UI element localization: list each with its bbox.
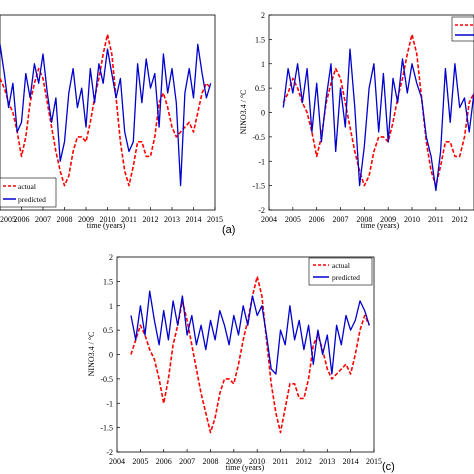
panel-c-y-tick-label: 0.5	[103, 326, 113, 335]
panel-b-y-tick-label: -0.5	[252, 133, 265, 142]
panel-c-y-tick-label: 1	[109, 302, 113, 311]
panel-c-x-tick-label: 2009	[226, 457, 242, 466]
panel-c-x-axis-label: time (years)	[226, 463, 265, 472]
panel-b-series	[282, 33, 474, 192]
panel-c-x-tick-label: 2010	[249, 457, 265, 466]
panel-a-legend-box	[0, 177, 57, 208]
panel-c-plot-frame	[116, 256, 375, 453]
panel-b-x-tick-label: 2009	[380, 215, 396, 224]
panel-b-x-tick-label: 2012	[452, 215, 468, 224]
panel-c-legend-actual: actual	[332, 261, 350, 270]
panel-c-x-tick-label: 2004	[109, 457, 125, 466]
panel-c-legend-box	[308, 257, 373, 286]
panel-b-x-tick-label: 2010	[404, 215, 420, 224]
panel-a-x-tick-label: 2007	[35, 215, 51, 224]
panel-b-x-tick-label: 2005	[285, 215, 301, 224]
panel-c-x-tick-label: 2014	[343, 457, 359, 466]
panel-b-y-tick-label: 0	[261, 109, 265, 118]
panel-a-x-tick-label: 2010	[100, 215, 116, 224]
panel-b-y-tick-label: 1	[261, 60, 265, 69]
panel-b-x-axis-label: time (years)	[361, 221, 400, 230]
panel-b-x-tick-label: 2008	[356, 215, 372, 224]
panel-a-legend: actual predicted	[0, 177, 57, 208]
panel-b-legend-box	[451, 16, 474, 42]
panel-c-x-tick-label: 2013	[319, 457, 335, 466]
panel-b-y-axis-label: NINO3.4 / °C	[239, 90, 248, 135]
panel-c-x-tick-label: 2007	[179, 457, 195, 466]
panel-c-predicted-line	[130, 290, 370, 375]
panel-a-actual-line	[0, 33, 212, 187]
panel-c-y-tick-label: 2	[109, 253, 113, 262]
panel-c-x-tick-label: 2015	[366, 457, 382, 466]
panel-c-y-tick-label: -1	[106, 399, 113, 408]
panel-b-y-tick-label: 2	[261, 11, 265, 20]
panel-a-x-tick-label: 2015	[207, 215, 223, 224]
panel-b-y-tick-label: -1.5	[252, 182, 265, 191]
panel-c-legend-predicted: predicted	[332, 273, 360, 282]
panel-b-x-tick-label: 2011	[428, 215, 444, 224]
panel-c-legend: actual predicted	[308, 257, 373, 286]
panel-a-x-tick-label: 2008	[57, 215, 73, 224]
panel-a-x-tick-label: 2012	[143, 215, 159, 224]
panel-a-x-tick-label: 2013	[164, 215, 180, 224]
panel-b-x-tick-label: 2007	[333, 215, 349, 224]
panel-b-x-ticks: 2004 2005 2006 2007 2008 2009 2010 2011 2012	[261, 207, 468, 224]
panel-b-y-tick-label: -1	[258, 157, 265, 166]
panel-b-y-ticks: 2 1.5 1 0.5 0 -0.5 -1 -1.5 -2	[252, 11, 272, 215]
panel-c-x-tick-label: 2005	[132, 457, 148, 466]
panel-c-y-tick-label: 0	[109, 351, 113, 360]
panel-c-x-tick-label: 2011	[273, 457, 289, 466]
panel-a-x-tick-label: 2014	[186, 215, 202, 224]
panel-a-x-tick-label: 2009	[78, 215, 94, 224]
panel-b-y-tick-label: -2	[258, 206, 265, 215]
panel-c-y-tick-label: -2	[106, 448, 113, 457]
panel-b-predicted-line	[282, 48, 474, 192]
panel-c-y-tick-label: 1.5	[103, 277, 113, 286]
panel-a-x-tick-label: 2011	[121, 215, 137, 224]
panel-b-y-tick-label: 1.5	[255, 35, 265, 44]
panel-b-actual-line	[282, 33, 474, 187]
panel-c-x-tick-label: 2006	[156, 457, 172, 466]
panel-b-x-tick-label: 2004	[261, 215, 277, 224]
panel-b-y-tick-label: 0.5	[255, 84, 265, 93]
panel-c-x-tick-label: 2012	[296, 457, 312, 466]
panel-c-y-tick-label: -0.5	[100, 375, 113, 384]
panel-a-x-tick-label: 2006	[14, 215, 30, 224]
panel-a-legend-actual: actual	[18, 182, 36, 191]
panel-c-y-tick-label: -1.5	[100, 424, 113, 433]
panel-c: 2004 2005 2006 2007 2008 2009 2010 2011 2012 2013…	[87, 253, 395, 473]
panel-c-y-ticks: 2 1.5 1 0.5 0 -0.5 -1 -1.5 -2	[100, 253, 120, 457]
panel-c-x-ticks: 2004 2005 2006 2007 2008 2009 2010 2011 2012 2013…	[109, 449, 382, 466]
panel-a-legend-predicted: predicted	[18, 195, 46, 204]
panel-c-y-axis-label: NINO3.4 / °C	[87, 332, 96, 377]
panel-b: 2004 2005 2006 2007 2008 2009 2010 2011 2012 2 1.…	[239, 11, 474, 230]
panel-c-series	[130, 275, 371, 434]
panel-b-x-tick-label: 2006	[309, 215, 325, 224]
panel-a-series	[0, 33, 212, 187]
panel-c-x-tick-label: 2008	[202, 457, 218, 466]
panel-a-label: (a)	[222, 224, 235, 236]
panel-c-label: (c)	[382, 461, 395, 473]
panel-a-predicted-line	[0, 43, 212, 187]
panel-a-x-axis-label: time (years)	[87, 221, 126, 230]
panel-b-legend	[451, 16, 474, 42]
panel-a-x-tick-label: 2005	[0, 215, 16, 224]
